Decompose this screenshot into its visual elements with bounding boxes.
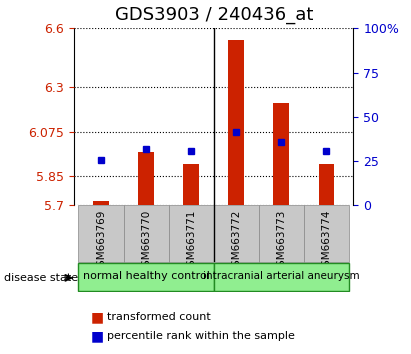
Text: GSM663769: GSM663769 [96,210,106,273]
Text: GSM663773: GSM663773 [276,210,286,273]
Text: GSM663772: GSM663772 [231,210,241,273]
FancyBboxPatch shape [304,205,349,262]
Bar [229,40,244,205]
FancyBboxPatch shape [214,263,349,291]
FancyBboxPatch shape [169,205,214,262]
Text: disease state: disease state [4,273,78,283]
Text: GSM663771: GSM663771 [186,210,196,273]
Text: ■: ■ [90,329,104,343]
Text: ■: ■ [90,310,104,324]
Title: GDS3903 / 240436_at: GDS3903 / 240436_at [115,6,313,24]
Text: normal healthy control: normal healthy control [83,272,210,281]
Bar [93,201,109,205]
Text: intracranial arterial aneurysm: intracranial arterial aneurysm [203,272,360,281]
FancyBboxPatch shape [79,263,214,291]
Bar [183,164,199,205]
Text: percentile rank within the sample: percentile rank within the sample [107,331,295,341]
FancyBboxPatch shape [214,205,259,262]
Bar [319,164,334,205]
Bar [138,152,154,205]
Text: GSM663774: GSM663774 [321,210,331,273]
FancyBboxPatch shape [79,205,124,262]
Bar [273,103,289,205]
Text: GSM663770: GSM663770 [141,210,151,273]
FancyBboxPatch shape [259,205,304,262]
Text: transformed count: transformed count [107,312,210,322]
FancyBboxPatch shape [124,205,169,262]
